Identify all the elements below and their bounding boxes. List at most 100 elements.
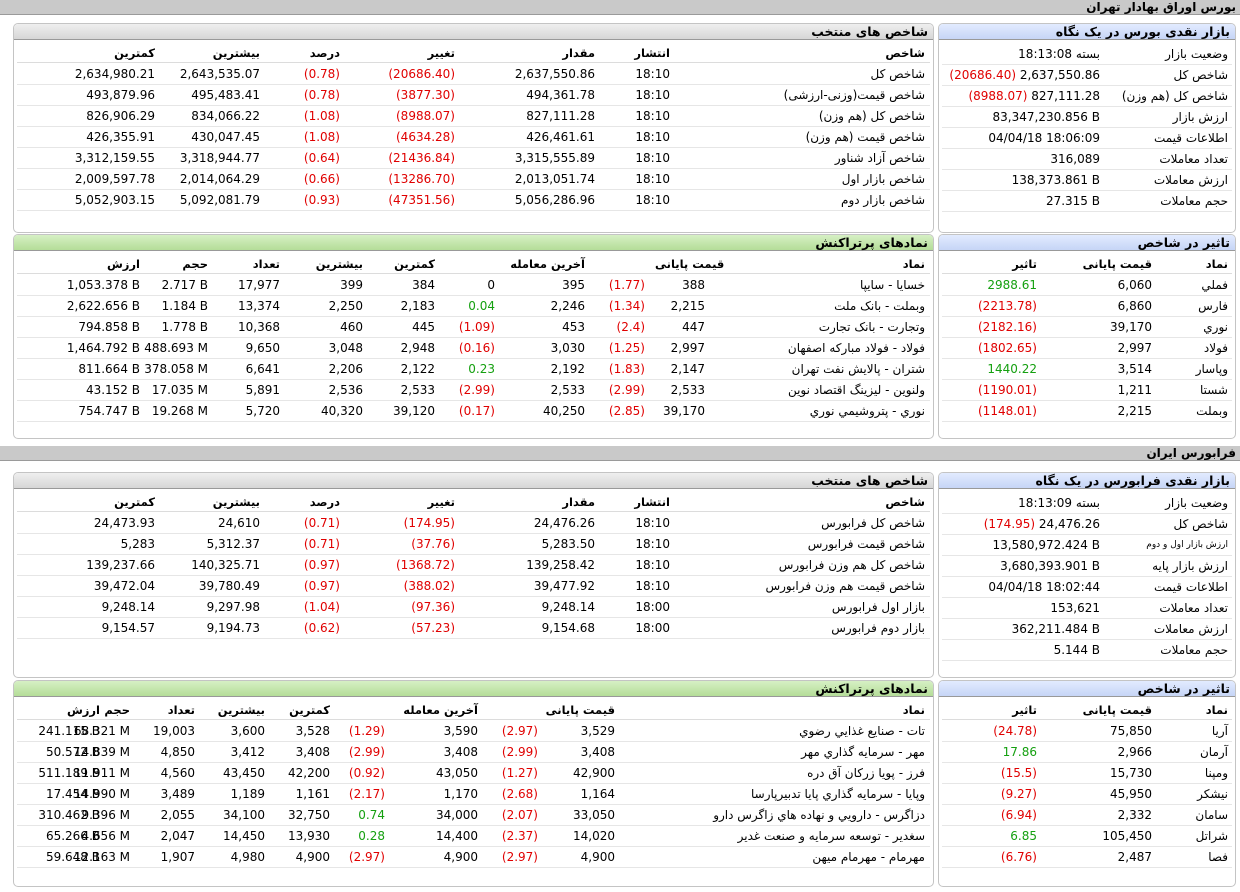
active-cell: 399 bbox=[340, 278, 363, 292]
impact-cell: 17.86 bbox=[1002, 745, 1037, 759]
index-name-link[interactable]: شاخص قیمت فرابورس bbox=[807, 537, 925, 551]
active-cell: (2.4) bbox=[616, 320, 645, 334]
snapshot-value-text: 04/04/18 18:02:44 bbox=[988, 580, 1100, 594]
index-cell: 18:10 bbox=[635, 558, 670, 572]
symbol-link[interactable]: فرز - پویا زرکان آق دره bbox=[807, 766, 925, 780]
active-cell: 43,450 bbox=[223, 766, 265, 780]
impact-cell: 6,860 bbox=[1117, 299, 1152, 313]
symbol-link[interactable]: وتجارت - بانک تجارت bbox=[818, 320, 925, 334]
index-name-link[interactable]: شاخص کل bbox=[870, 67, 925, 81]
snapshot-label: ارزش بازار اول و دوم bbox=[1146, 540, 1228, 550]
impact-cell: 2,215 bbox=[1117, 404, 1152, 418]
index-name-link[interactable]: بازار دوم فرابورس bbox=[831, 621, 925, 635]
index-cell: 2,634,980.21 bbox=[74, 67, 155, 81]
index-cell: (21436.84) bbox=[388, 151, 455, 165]
symbol-link[interactable]: فصا bbox=[1208, 850, 1228, 864]
active-symbol-row: وبملت - بانک ملت 2,215 (1.34) 2,246 0.04 2,18… bbox=[17, 296, 930, 317]
column-header bbox=[435, 254, 495, 274]
index-row: بازار اول فرابورس 18:00 9,248.14 (97.36) (1.… bbox=[17, 597, 930, 618]
column-header: شاخص bbox=[885, 495, 925, 509]
symbol-link[interactable]: وبملت - بانک ملت bbox=[834, 299, 925, 313]
index-name-link[interactable]: شاخص بازار دوم bbox=[841, 193, 925, 207]
active-cell: 14.990 M bbox=[73, 787, 130, 801]
symbol-link[interactable]: خسایا - سایپا bbox=[859, 278, 925, 292]
symbol-link[interactable]: فولاد - فولاد مبارکه اصفهان bbox=[787, 341, 925, 355]
symbol-link[interactable]: آرمان bbox=[1199, 745, 1228, 759]
index-name-link[interactable]: شاخص قیمت هم وزن فرابورس bbox=[765, 579, 925, 593]
index-name-link[interactable]: شاخص قیمت(وزنی-ارزشی) bbox=[783, 88, 925, 102]
snapshot-value-text: 2,637,550.86 bbox=[1019, 68, 1100, 82]
active-cell: 68.321 M bbox=[73, 724, 130, 738]
impact-row: نيشکر 45,950 (9.27) bbox=[942, 784, 1232, 805]
index-cell: 3,318,944.77 bbox=[179, 151, 260, 165]
column-header: کمترین bbox=[289, 703, 330, 717]
index-cell: 493,879.96 bbox=[86, 88, 155, 102]
active-cell: (2.99) bbox=[501, 745, 538, 759]
index-name-link[interactable]: بازار اول فرابورس bbox=[831, 600, 925, 614]
symbol-link[interactable]: ومپنا bbox=[1204, 766, 1228, 780]
symbol-link[interactable]: نيشکر bbox=[1197, 787, 1228, 801]
symbol-link[interactable]: مهرمام - مهرمام میهن bbox=[812, 850, 925, 864]
snapshot-value-text: بسته 18:13:08 bbox=[1018, 47, 1100, 61]
index-cell: 140,325.71 bbox=[191, 558, 260, 572]
active-cell: 40,320 bbox=[321, 404, 363, 418]
symbol-link[interactable]: شتران - پالایش نفت تهران bbox=[791, 362, 925, 376]
symbol-link[interactable]: وبملت bbox=[1196, 404, 1228, 418]
symbol-link[interactable]: دزاگرس - دارویي و نهاده هاي زاگرس دارو bbox=[713, 808, 925, 822]
index-cell: (1.04) bbox=[303, 600, 340, 614]
active-cell: 2,997 bbox=[670, 341, 705, 355]
index-cell: 426,355.91 bbox=[86, 130, 155, 144]
symbol-link[interactable]: مهر - سرمایه گذاري مهر bbox=[801, 745, 925, 759]
active-cell: 33,050 bbox=[573, 808, 615, 822]
active-cell: 460 bbox=[340, 320, 363, 334]
symbol-link[interactable]: تات - صنایع غذایي رضوي bbox=[799, 724, 925, 738]
snapshot-value-text: 83,347,230.856 B bbox=[992, 110, 1100, 124]
symbol-link[interactable]: آريا bbox=[1211, 724, 1228, 738]
snapshot-label: وضعیت بازار bbox=[1165, 496, 1228, 510]
index-name-link[interactable]: شاخص کل (هم وزن) bbox=[818, 109, 925, 123]
impact-cell: (1148.01) bbox=[978, 404, 1037, 418]
symbol-link[interactable]: وپایا - سرمایه گذاري پایا تدبیرپارسا bbox=[751, 787, 925, 801]
index-cell: 18:10 bbox=[635, 130, 670, 144]
symbol-link[interactable]: فارس bbox=[1198, 299, 1228, 313]
active-cell: (2.85) bbox=[608, 404, 645, 418]
active-cell: 1.184 B bbox=[161, 299, 208, 313]
index-cell: 2,009,597.78 bbox=[74, 172, 155, 186]
column-header: نماد bbox=[902, 257, 925, 271]
active-cell: 1.778 B bbox=[161, 320, 208, 334]
index-name-link[interactable]: شاخص قیمت (هم وزن) bbox=[805, 130, 925, 144]
symbol-link[interactable]: نوري bbox=[1203, 320, 1228, 334]
symbol-link[interactable]: فولاد bbox=[1203, 341, 1228, 355]
index-name-link[interactable]: شاخص آزاد شناور bbox=[834, 151, 925, 165]
symbol-link[interactable]: شستا bbox=[1199, 383, 1228, 397]
index-name-link[interactable]: شاخص بازار اول bbox=[841, 172, 925, 186]
active-cell: 811.664 B bbox=[78, 362, 140, 376]
index-name-link[interactable]: شاخص کل هم وزن فرابورس bbox=[778, 558, 925, 572]
symbol-link[interactable]: فملي bbox=[1201, 278, 1228, 292]
symbol-link[interactable]: وپاسار bbox=[1195, 362, 1228, 376]
index-row: شاخص آزاد شناور 18:10 3,315,555.89 (21436.8… bbox=[17, 148, 930, 169]
panel-header: نمادهای پرتراکنش bbox=[14, 235, 933, 251]
column-header: کمترین bbox=[114, 46, 155, 60]
index-cell: (174.95) bbox=[403, 516, 455, 530]
index-name-link[interactable]: شاخص کل فرابورس bbox=[821, 516, 925, 530]
panel-header: شاخص های منتخب bbox=[14, 24, 933, 40]
active-cell: 43.152 B bbox=[85, 383, 140, 397]
symbol-link[interactable]: سغدیر - توسعه سرمایه و صنعت غدیر bbox=[737, 829, 925, 843]
active-cell: 2,250 bbox=[328, 299, 363, 313]
index-cell: 2,637,550.86 bbox=[514, 67, 595, 81]
active-cell: 14,450 bbox=[223, 829, 265, 843]
symbol-link[interactable]: شراتل bbox=[1195, 829, 1228, 843]
index-row: شاخص کل (هم وزن) 18:10 827,111.28 (8988.07)… bbox=[17, 106, 930, 127]
symbol-link[interactable]: ولنوین - لیزینگ اقتصاد نوین bbox=[787, 383, 925, 397]
snapshot-label: تعداد معاملات bbox=[1159, 152, 1228, 166]
active-symbol-row: وپایا - سرمایه گذاري پایا تدبیرپارسا 1,16… bbox=[17, 784, 930, 805]
column-header: ارزش bbox=[106, 257, 140, 271]
active-symbol-row: تات - صنایع غذایي رضوي 3,529 (2.97) 3,590 (1… bbox=[17, 721, 930, 742]
active-cell: 4,900 bbox=[443, 850, 478, 864]
index-cell: 5,312.37 bbox=[206, 537, 260, 551]
active-cell: 12.163 M bbox=[73, 850, 130, 864]
symbol-link[interactable]: سامان bbox=[1195, 808, 1228, 822]
impact-cell: 75,850 bbox=[1110, 724, 1152, 738]
symbol-link[interactable]: نوري - پتروشیمي نوري bbox=[809, 404, 925, 418]
